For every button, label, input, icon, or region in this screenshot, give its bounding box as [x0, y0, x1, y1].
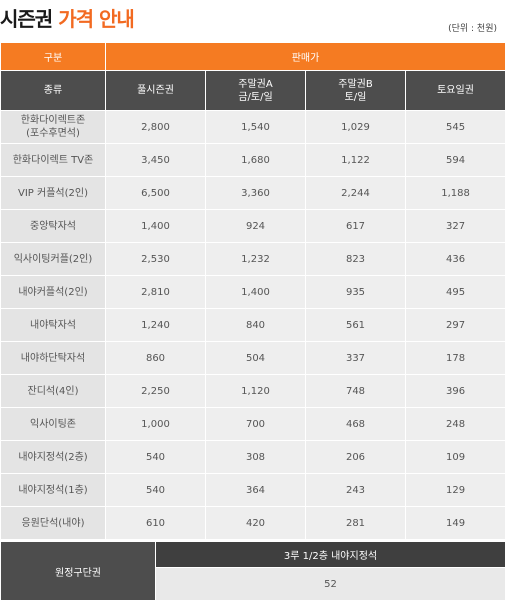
price-cell: 420: [205, 506, 306, 540]
price-cell: 617: [305, 209, 406, 243]
table-row: 한화다이렉트존 (포수후면석) 2,800 1,540 1,029 545: [0, 110, 505, 144]
price-cell: 840: [205, 308, 306, 342]
price-cell: 540: [105, 473, 206, 507]
column-header-full-season: 풀시즌권: [105, 70, 206, 111]
table-row: 내야커플석(2인) 2,810 1,400 935 495: [0, 275, 505, 309]
price-cell: 823: [305, 242, 406, 276]
page-title: 시즌권 가격 안내: [0, 2, 135, 32]
table-row: 응원단석(내야) 610 420 281 149: [0, 506, 505, 540]
type-header: 종류: [0, 70, 106, 111]
seat-type-cell: 내야커플석(2인): [0, 275, 106, 309]
seat-type-cell: 응원단석(내야): [0, 506, 106, 540]
group-header: 구분: [0, 42, 106, 71]
price-cell: 2,530: [105, 242, 206, 276]
price-cell: 206: [305, 440, 406, 474]
price-cell: 1,120: [205, 374, 306, 408]
table-row: 익사이팅커플(2인) 2,530 1,232 823 436: [0, 242, 505, 276]
seat-type-cell: 내야탁자석: [0, 308, 106, 342]
unit-note: (단위 : 천원): [448, 24, 497, 34]
price-cell: 436: [404, 242, 505, 276]
table-group-header-row: 구분 판매가: [0, 42, 505, 71]
price-cell: 1,232: [205, 242, 306, 276]
price-cell: 700: [205, 407, 306, 441]
column-header-weekend-b: 주말권B 토/일: [305, 70, 406, 111]
table-row: VIP 커플석(2인) 6,500 3,360 2,244 1,188: [0, 176, 505, 210]
price-cell: 1,240: [105, 308, 206, 342]
price-cell: 610: [105, 506, 206, 540]
price-cell: 561: [305, 308, 406, 342]
table-row: 중앙탁자석 1,400 924 617 327: [0, 209, 505, 243]
away-team-ticket-label: 원정구단권: [0, 541, 156, 600]
price-cell: 2,800: [105, 110, 206, 144]
price-cell: 495: [404, 275, 505, 309]
price-cell: 243: [305, 473, 406, 507]
price-cell: 308: [205, 440, 306, 474]
table-row: 내야지정석(1층) 540 364 243 129: [0, 473, 505, 507]
price-cell: 297: [404, 308, 505, 342]
price-cell: 1,400: [205, 275, 306, 309]
price-cell: 504: [205, 341, 306, 375]
table-row: 내야하단탁자석 860 504 337 178: [0, 341, 505, 375]
away-team-seat-header: 3루 1/2층 내야지정석: [155, 541, 505, 568]
price-cell: 281: [305, 506, 406, 540]
seat-type-cell: 내야지정석(1층): [0, 473, 106, 507]
seat-type-cell: 내야하단탁자석: [0, 341, 106, 375]
seat-type-cell: 익사이팅커플(2인): [0, 242, 106, 276]
table-row: 내야탁자석 1,240 840 561 297: [0, 308, 505, 342]
price-cell: 1,400: [105, 209, 206, 243]
price-cell: 2,244: [305, 176, 406, 210]
price-cell: 396: [404, 374, 505, 408]
seat-type-cell: 한화다이렉트 TV존: [0, 143, 106, 177]
table-row: 익사이팅존 1,000 700 468 248: [0, 407, 505, 441]
table-row: 잔디석(4인) 2,250 1,120 748 396: [0, 374, 505, 408]
page-title-accent: 가격 안내: [58, 6, 135, 31]
seat-type-cell: 중앙탁자석: [0, 209, 106, 243]
column-header-saturday: 토요일권: [404, 70, 505, 111]
seat-type-cell: 한화다이렉트존 (포수후면석): [0, 110, 106, 144]
table-row: 한화다이렉트 TV존 3,450 1,680 1,122 594: [0, 143, 505, 177]
price-cell: 924: [205, 209, 306, 243]
seat-type-cell: 익사이팅존: [0, 407, 106, 441]
column-header-weekend-a: 주말권A 금/토/일: [205, 70, 306, 111]
price-cell: 545: [404, 110, 505, 144]
sale-price-header: 판매가: [104, 42, 505, 71]
price-cell: 468: [305, 407, 406, 441]
price-cell: 178: [404, 341, 505, 375]
price-cell: 327: [404, 209, 505, 243]
page-title-main: 시즌권: [0, 6, 53, 31]
price-cell: 129: [404, 473, 505, 507]
table-column-header-row: 종류 풀시즌권 주말권A 금/토/일 주말권B 토/일 토요일권: [0, 70, 505, 111]
seat-type-cell: 내야지정석(2층): [0, 440, 106, 474]
price-cell: 364: [205, 473, 306, 507]
price-cell: 748: [305, 374, 406, 408]
season-ticket-price-table: 구분 판매가 종류 풀시즌권 주말권A 금/토/일 주말권B 토/일 토요일권 한화…: [0, 42, 505, 540]
price-cell: 248: [404, 407, 505, 441]
price-cell: 2,810: [105, 275, 206, 309]
price-cell: 860: [105, 341, 206, 375]
price-cell: 337: [305, 341, 406, 375]
price-cell: 109: [404, 440, 505, 474]
away-team-ticket-table: 원정구단권 3루 1/2층 내야지정석 52: [0, 541, 505, 600]
price-cell: 1,680: [205, 143, 306, 177]
seat-type-cell: VIP 커플석(2인): [0, 176, 106, 210]
price-cell: 6,500: [105, 176, 206, 210]
price-cell: 1,188: [404, 176, 505, 210]
price-cell: 3,450: [105, 143, 206, 177]
away-team-price: 52: [155, 567, 505, 600]
seat-type-cell: 잔디석(4인): [0, 374, 106, 408]
table-row: 내야지정석(2층) 540 308 206 109: [0, 440, 505, 474]
price-cell: 1,000: [105, 407, 206, 441]
price-table-body: 한화다이렉트존 (포수후면석) 2,800 1,540 1,029 545 한화다이렉트 T…: [0, 110, 505, 540]
price-cell: 1,029: [305, 110, 406, 144]
price-cell: 1,540: [205, 110, 306, 144]
price-cell: 149: [404, 506, 505, 540]
price-cell: 540: [105, 440, 206, 474]
price-cell: 2,250: [105, 374, 206, 408]
price-cell: 935: [305, 275, 406, 309]
price-cell: 594: [404, 143, 505, 177]
price-cell: 3,360: [205, 176, 306, 210]
price-cell: 1,122: [305, 143, 406, 177]
